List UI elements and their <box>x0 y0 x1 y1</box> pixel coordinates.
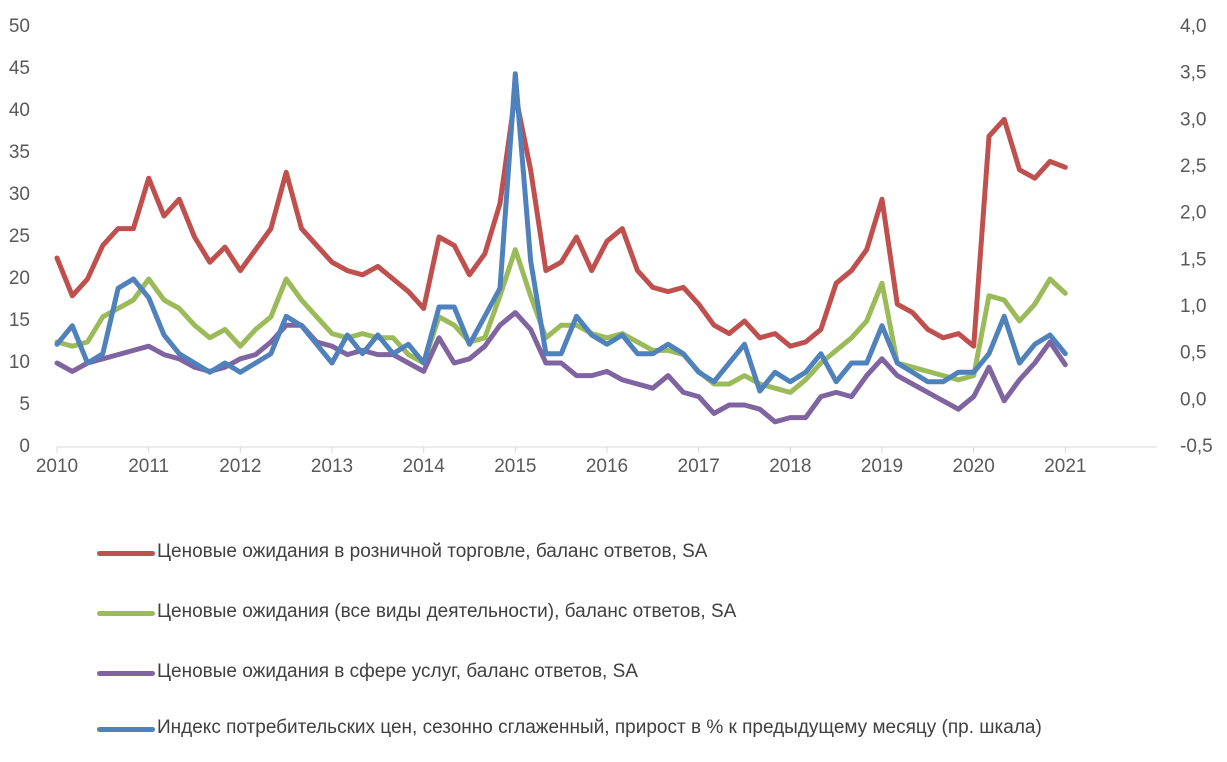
series-line <box>54 310 1068 425</box>
x-tick-label: 2013 <box>311 456 353 477</box>
y-tick-label: 35 <box>9 142 30 163</box>
y2-tick-label: 3,5 <box>1180 63 1206 84</box>
legend-label: Ценовые ожидания (все виды деятельности)… <box>157 601 737 622</box>
y2-tick-label: 1,5 <box>1180 249 1206 270</box>
legend-swatch <box>97 671 155 676</box>
legend-swatch <box>97 551 155 556</box>
y2-tick-label: 2,0 <box>1180 203 1206 224</box>
y-tick-label: 5 <box>19 394 30 415</box>
x-tick-label: 2018 <box>769 456 811 477</box>
legend-label: Ценовые ожидания в сфере услуг, баланс о… <box>157 661 638 682</box>
y-tick-label: 40 <box>9 100 30 121</box>
y-tick-label: 45 <box>9 58 30 79</box>
x-tick-label: 2010 <box>36 456 78 477</box>
y2-tick-label: 0,0 <box>1180 389 1206 410</box>
x-tick-label: 2019 <box>861 456 903 477</box>
y2-tick-label: 2,5 <box>1180 156 1206 177</box>
chart: 0 5 10 15 20 25 30 35 40 45 50 -0,5 0,0 0,5 1,0 1,5 2,0 2… <box>9 16 1213 477</box>
legend-label: Ценовые ожидания в розничной торговле, б… <box>157 541 708 562</box>
y-tick-label: 30 <box>9 184 30 205</box>
y2-tick-label: 0,5 <box>1180 343 1206 364</box>
y2-tick-label: -0,5 <box>1180 436 1213 457</box>
legend-swatch <box>97 727 155 732</box>
x-tick-label: 2020 <box>953 456 995 477</box>
x-tick-label: 2011 <box>128 456 169 477</box>
y2-tick-label: 4,0 <box>1180 16 1206 37</box>
series-line <box>54 91 1068 349</box>
x-tick-label: 2012 <box>219 456 261 477</box>
y-tick-label: 0 <box>19 436 30 457</box>
x-tick-label: 2015 <box>494 456 536 477</box>
x-tick-label: 2016 <box>586 456 628 477</box>
y-tick-label: 15 <box>9 310 30 331</box>
series-line <box>54 71 1068 394</box>
legend-swatch <box>97 611 155 616</box>
x-tick-label: 2021 <box>1044 456 1086 477</box>
x-tick-label: 2014 <box>403 456 446 477</box>
y2-tick-label: 1,0 <box>1180 296 1206 317</box>
x-tick-label: 2017 <box>678 456 720 477</box>
y-tick-label: 20 <box>9 268 30 289</box>
y-tick-label: 25 <box>9 226 30 247</box>
legend-label: Индекс потребительских цен, сезонно сгла… <box>157 717 1042 738</box>
y-tick-label: 50 <box>9 16 30 37</box>
y2-tick-label: 3,0 <box>1180 109 1206 130</box>
y-tick-label: 10 <box>9 352 30 373</box>
